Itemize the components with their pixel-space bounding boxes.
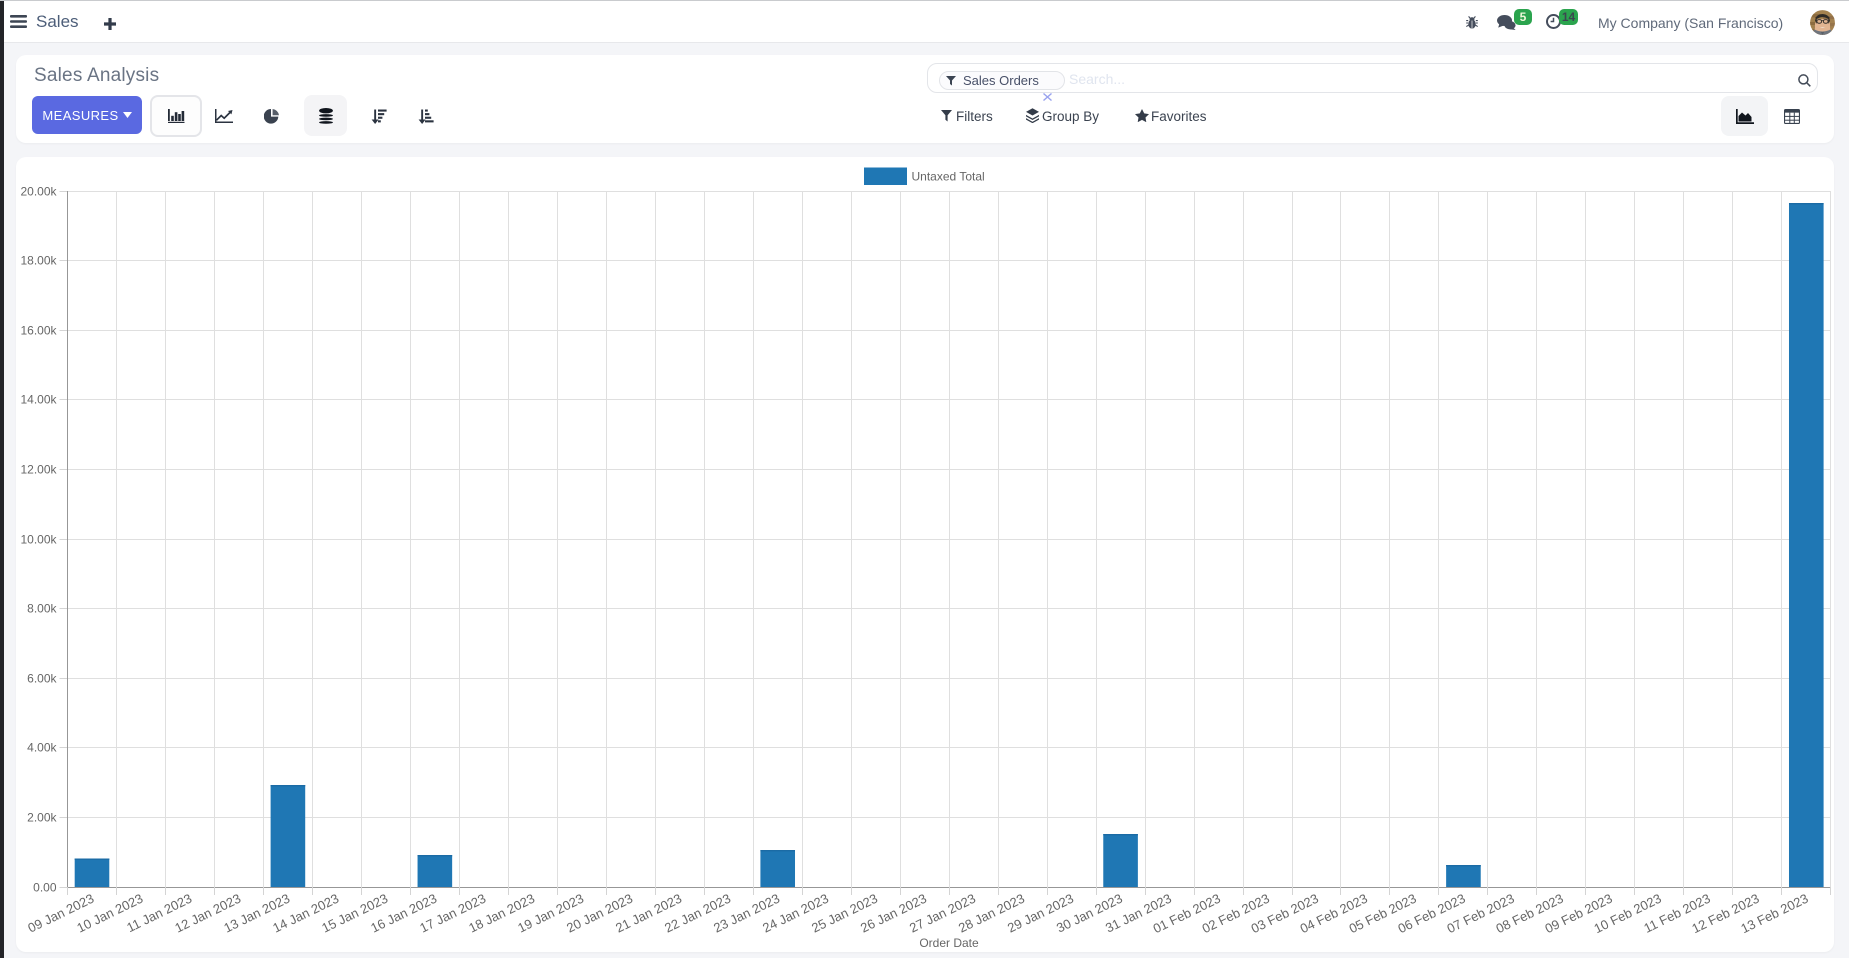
svg-text:Untaxed Total: Untaxed Total — [912, 170, 985, 184]
svg-text:12.00k: 12.00k — [20, 463, 57, 477]
svg-text:10.00k: 10.00k — [20, 533, 57, 547]
svg-text:Order Date: Order Date — [919, 936, 979, 950]
svg-text:0.00: 0.00 — [33, 881, 57, 895]
svg-text:6.00k: 6.00k — [27, 672, 57, 686]
svg-text:2.00k: 2.00k — [27, 811, 57, 825]
svg-text:18.00k: 18.00k — [20, 254, 57, 268]
svg-text:14.00k: 14.00k — [20, 393, 57, 407]
svg-text:8.00k: 8.00k — [27, 602, 57, 616]
svg-text:16.00k: 16.00k — [20, 324, 57, 338]
svg-text:4.00k: 4.00k — [27, 741, 57, 755]
svg-text:20.00k: 20.00k — [20, 185, 57, 199]
